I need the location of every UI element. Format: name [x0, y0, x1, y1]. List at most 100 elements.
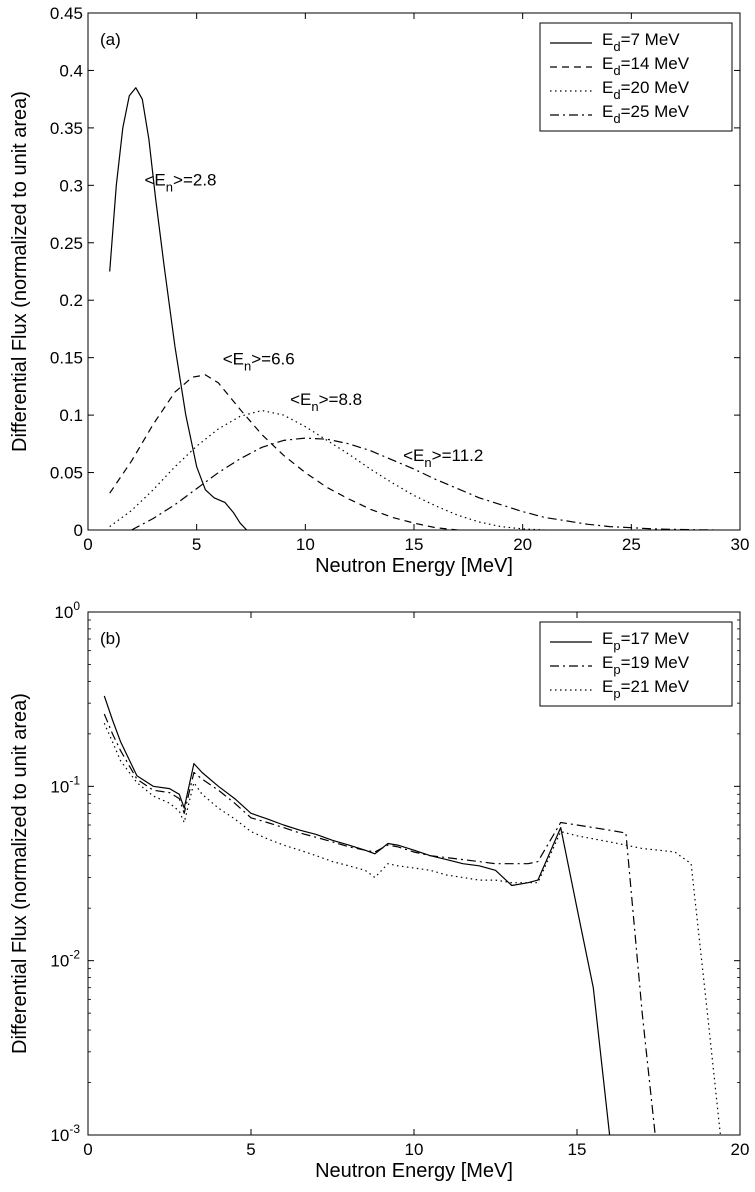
legend-main: E [602, 78, 613, 97]
x-tick-label: 30 [731, 535, 750, 554]
legend-rest: =17 MeV [621, 629, 690, 648]
annotation-rest: >=6.6 [251, 350, 295, 369]
legend-main: E [602, 30, 613, 49]
annotation-2: <En>=6.6 [223, 350, 295, 374]
y-tick-label: 0.1 [59, 406, 83, 425]
legend-entry-1: Ed=7 MeV [602, 30, 680, 54]
legend-main: E [602, 677, 613, 696]
y-tick-label: 100 [54, 599, 80, 622]
y-tick-label: 0.35 [50, 119, 83, 138]
y-tick-base: 10 [50, 1126, 69, 1145]
y-tick-base: 10 [54, 603, 73, 622]
y-tick-label: 10-3 [50, 1122, 80, 1145]
y-tick-label: 0.4 [59, 61, 83, 80]
chart-panel-a: 0 5 10 15 20 25 30 0 0.05 0.1 0.15 0.2 0.25 0.3 0.35 0.… [9, 4, 749, 577]
y-tick-label: 0.2 [59, 291, 83, 310]
legend-entry-3: Ed=20 MeV [602, 78, 690, 102]
panel-label: (a) [100, 30, 121, 49]
legend-entry-4: Ed=25 MeV [602, 102, 690, 126]
legend-entry-1: Ep=17 MeV [602, 629, 690, 653]
legend-rest: =14 MeV [621, 54, 690, 73]
x-axis-label: Neutron Energy [MeV] [315, 555, 513, 577]
y-tick-label: 0.15 [50, 349, 83, 368]
y-tick-exponent: 0 [73, 599, 80, 613]
y-tick-label: 0 [74, 521, 83, 540]
legend-subscript: d [613, 63, 620, 78]
annotation-subscript: n [424, 455, 431, 470]
legend-entry-2: Ed=14 MeV [602, 54, 690, 78]
legend-rest: =25 MeV [621, 102, 690, 121]
x-tick-label: 5 [192, 535, 201, 554]
legend-entry-2: Ep=19 MeV [602, 653, 690, 677]
series-line-1 [103, 695, 611, 1135]
legend-box [539, 22, 733, 132]
y-tick-label: 0.3 [59, 176, 83, 195]
x-tick-label: 10 [296, 535, 315, 554]
legend-main: E [602, 54, 613, 73]
annotation-3: <En>=8.8 [290, 390, 362, 414]
legend-rest: =20 MeV [621, 78, 690, 97]
x-axis-label: Neutron Energy [MeV] [315, 1160, 513, 1182]
annotation-rest: >=11.2 [432, 446, 484, 465]
series-line-3 [103, 723, 721, 1135]
legend-main: E [602, 102, 613, 121]
x-tick-label: 20 [731, 1140, 750, 1159]
x-tick-label: 0 [83, 1140, 92, 1159]
x-tick-label: 20 [513, 535, 532, 554]
y-tick-label: 0.25 [50, 234, 83, 253]
legend-subscript: p [613, 638, 620, 653]
annotation-subscript: n [166, 179, 173, 194]
annotation-subscript: n [244, 359, 251, 374]
legend-main: E [602, 629, 613, 648]
legend-rest: =19 MeV [621, 653, 690, 672]
series-line-4 [131, 437, 719, 530]
y-tick-base: 10 [50, 777, 69, 796]
series-line-1 [109, 87, 248, 530]
y-axis-label: Differential Flux (normalized to unit ar… [9, 693, 31, 1054]
x-tick-label: 5 [246, 1140, 255, 1159]
legend-entry-3: Ep=21 MeV [602, 677, 690, 701]
y-tick-exponent: -1 [69, 773, 80, 787]
annotation-main: <E [145, 170, 166, 189]
y-tick-label: 0.05 [50, 464, 83, 483]
series-group [103, 695, 721, 1135]
legend-rest: =21 MeV [621, 677, 690, 696]
series-line-3 [109, 409, 545, 530]
series-group [109, 87, 719, 530]
legend-main: E [602, 653, 613, 672]
legend-subscript: d [613, 87, 620, 102]
annotation-4: <En>=11.2 [403, 446, 483, 470]
x-tick-label: 15 [405, 535, 424, 554]
annotation-rest: >=8.8 [319, 390, 363, 409]
y-tick-base: 10 [50, 952, 69, 971]
annotation-main: <E [290, 390, 311, 409]
y-tick-label: 0.45 [50, 4, 83, 23]
y-axis-label: Differential Flux (normalized to unit ar… [9, 91, 31, 452]
legend-subscript: p [613, 662, 620, 677]
legend-subscript: p [613, 686, 620, 701]
x-tick-label: 0 [83, 535, 92, 554]
x-tick-label: 15 [568, 1140, 587, 1159]
y-tick-label: 10-2 [50, 948, 80, 971]
y-tick-exponent: -2 [69, 948, 80, 962]
y-tick-label: 10-1 [50, 773, 80, 796]
series-line-2 [109, 374, 458, 530]
legend-box [539, 621, 733, 707]
legend-subscript: d [613, 111, 620, 126]
annotation-main: <E [403, 446, 424, 465]
x-tick-label: 10 [405, 1140, 424, 1159]
series-line-2 [103, 713, 656, 1135]
annotation-1: <En>=2.8 [145, 170, 217, 194]
legend-subscript: d [613, 39, 620, 54]
legend-rest: =7 MeV [621, 30, 681, 49]
panel-label: (b) [100, 629, 121, 648]
x-tick-label: 25 [622, 535, 641, 554]
annotation-subscript: n [311, 399, 318, 414]
y-tick-exponent: -3 [69, 1122, 80, 1136]
annotation-main: <E [223, 350, 244, 369]
annotation-rest: >=2.8 [173, 170, 217, 189]
